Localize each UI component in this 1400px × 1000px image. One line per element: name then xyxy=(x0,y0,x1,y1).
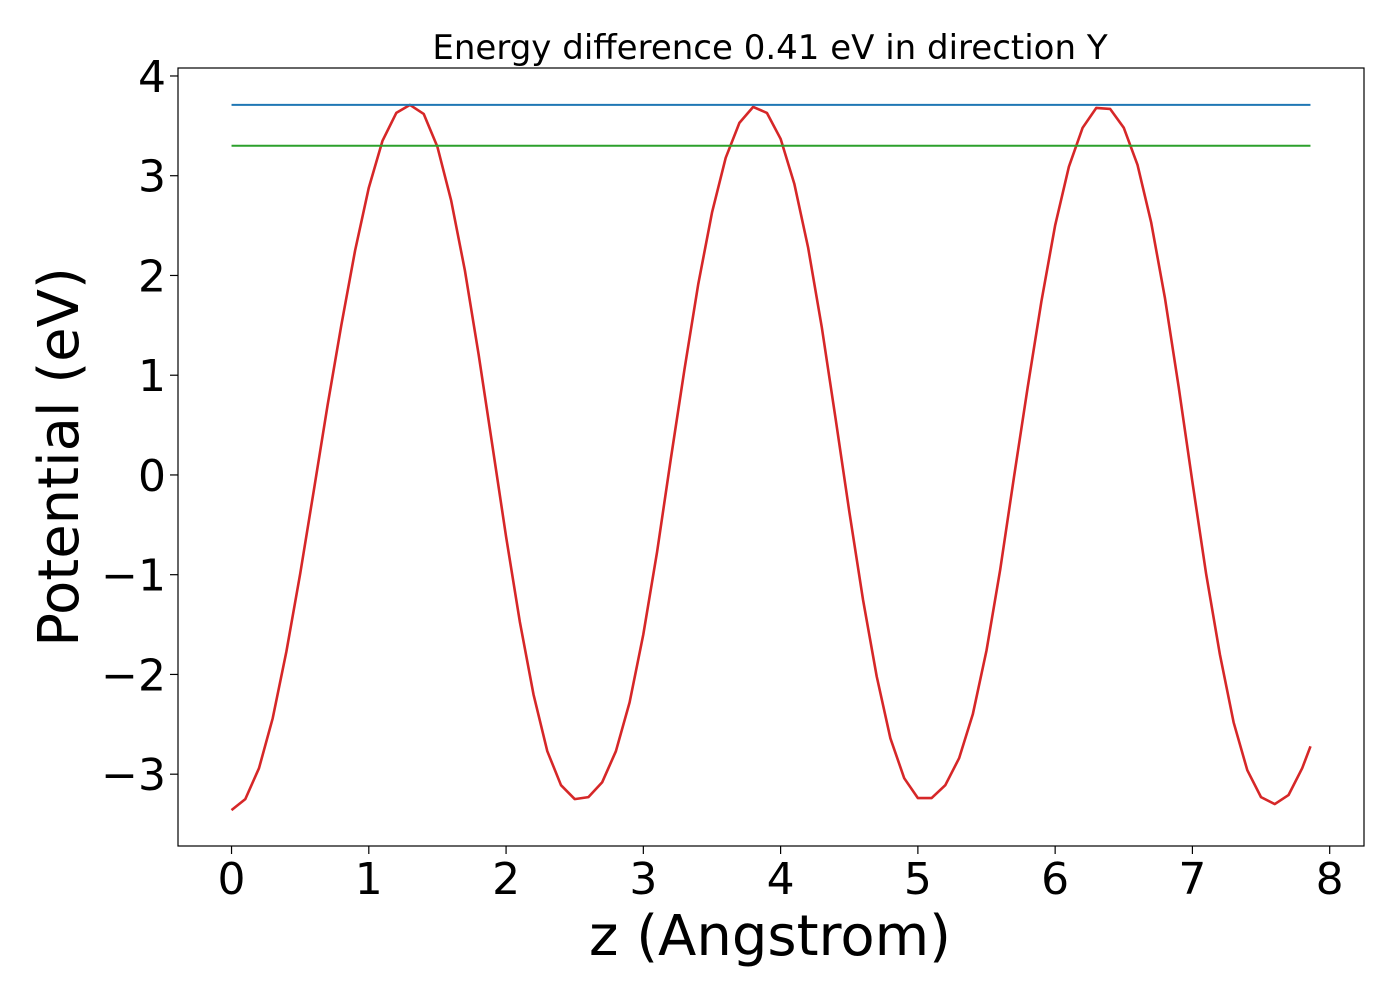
x-tick-label: 4 xyxy=(767,854,795,905)
x-axis: 0 1 2 3 4 5 6 7 8 xyxy=(218,846,1344,905)
y-axis-label: Potential (eV) xyxy=(27,267,92,647)
x-tick-label: 8 xyxy=(1316,854,1344,905)
potential-curve xyxy=(230,103,1312,812)
y-tick-label: 4 xyxy=(138,52,166,103)
y-tick-label: 2 xyxy=(138,251,166,302)
y-tick-label: 3 xyxy=(138,152,166,203)
chart-title: Energy difference 0.41 eV in direction Y xyxy=(432,28,1107,68)
x-tick-label: 5 xyxy=(904,854,932,905)
x-tick-label: 0 xyxy=(218,854,246,905)
plot-series xyxy=(230,103,1312,812)
y-tick-label: −3 xyxy=(101,750,166,801)
y-tick-label: −2 xyxy=(101,650,166,701)
x-tick-label: 7 xyxy=(1178,854,1206,905)
x-tick-label: 2 xyxy=(492,854,520,905)
x-tick-label: 6 xyxy=(1041,854,1069,905)
y-tick-label: 1 xyxy=(138,351,166,402)
y-tick-label: 0 xyxy=(138,451,166,502)
x-axis-label: z (Angstrom) xyxy=(589,904,951,969)
y-axis: −3 −2 −1 0 1 2 3 4 xyxy=(101,52,178,801)
plot-frame xyxy=(177,67,1365,847)
x-tick-label: 3 xyxy=(629,854,657,905)
y-tick-label: −1 xyxy=(101,551,166,602)
x-tick-label: 1 xyxy=(355,854,383,905)
